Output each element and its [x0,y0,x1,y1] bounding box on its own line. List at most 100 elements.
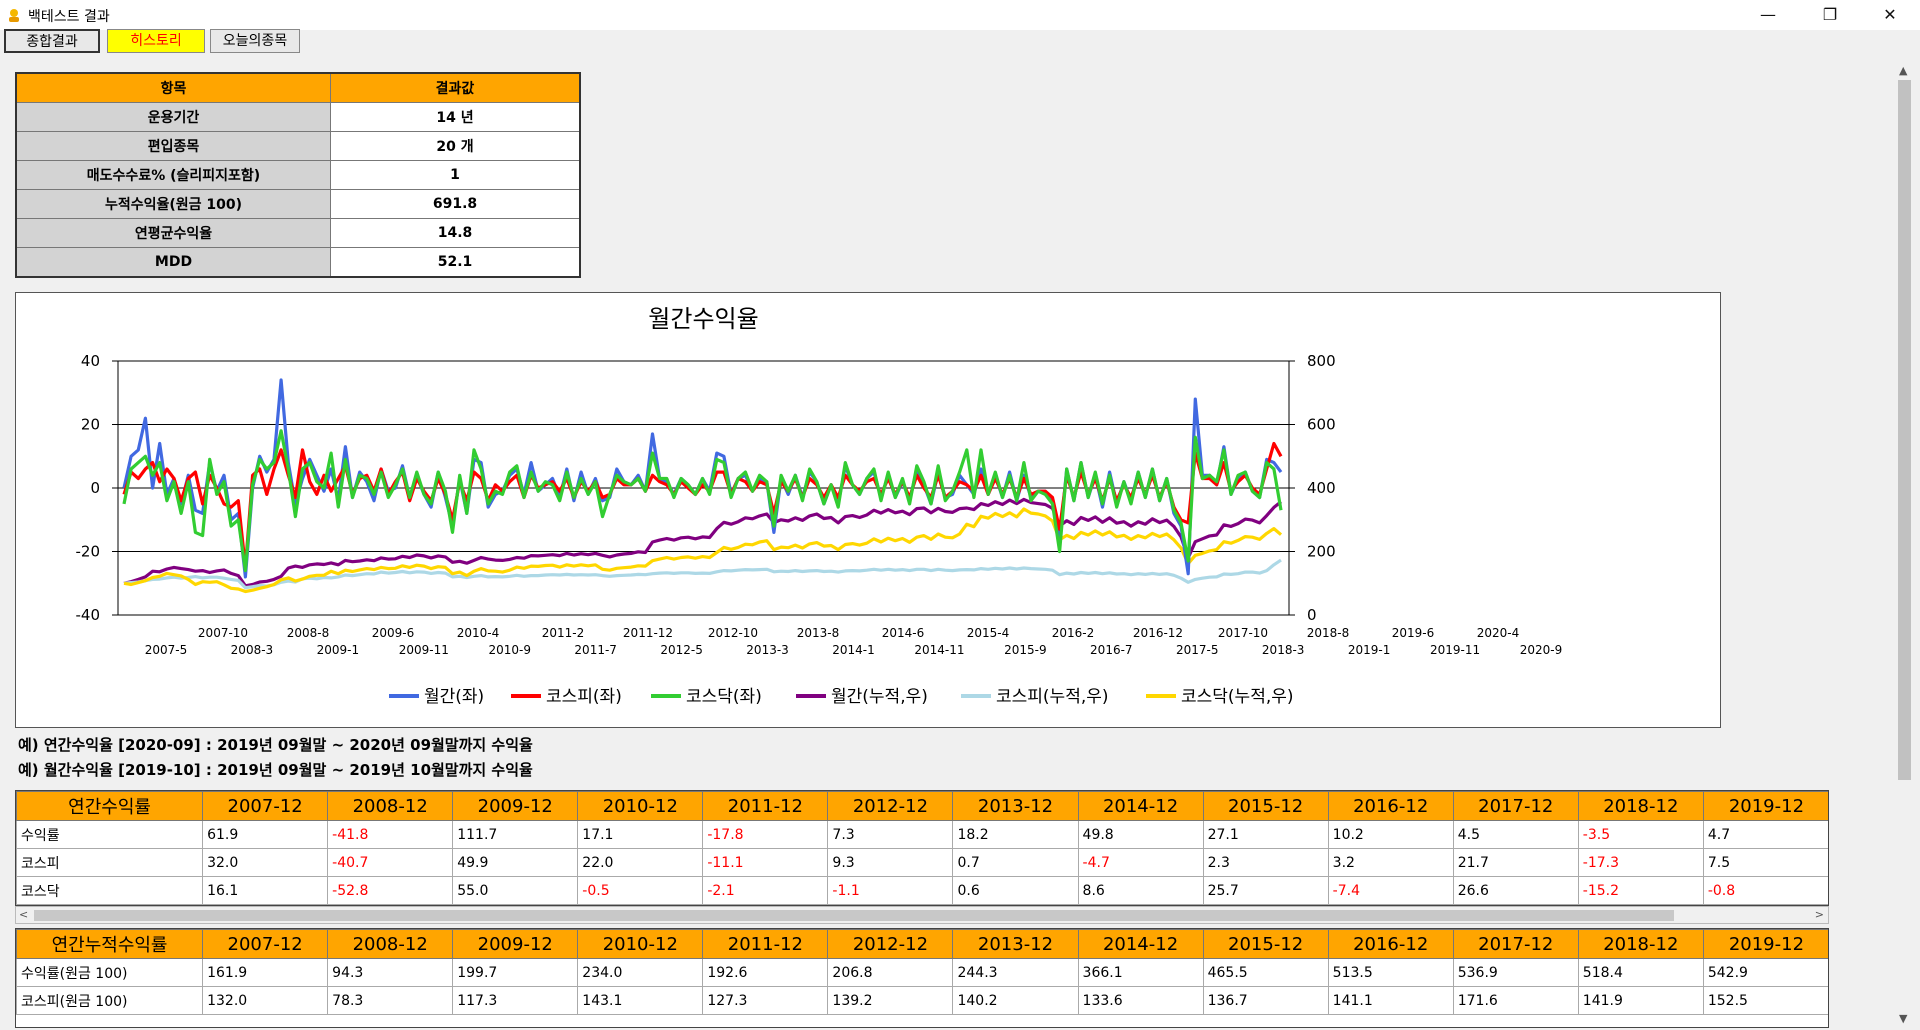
scroll-right-icon[interactable]: > [1814,908,1824,921]
horizontal-scrollbar[interactable]: < > [15,906,1829,924]
grid-cell[interactable]: 21.7 [1452,848,1579,877]
vertical-scrollbar[interactable]: ▲ ▼ [1896,62,1913,1027]
summary-value: 1 [330,160,581,190]
x-tick-label: 2012-5 [660,643,703,657]
grid-cell[interactable]: 7.5 [1702,848,1828,877]
grid-cell[interactable]: 4.5 [1452,820,1579,849]
grid-cell[interactable]: 117.3 [452,986,579,1015]
grid-cell[interactable]: 9.3 [827,848,954,877]
grid-cell[interactable]: 0.6 [952,876,1079,905]
grid-cell[interactable]: 192.6 [702,958,829,987]
grid-cell[interactable]: 136.7 [1202,986,1329,1015]
grid-cell[interactable]: 7.3 [827,820,954,849]
table-row[interactable]: 코스닥 16.1 -52.8 55.0 -0.5 -2.1 -1.1 0.6 8.6 25.7 -7… [16,876,1828,905]
row-label[interactable]: 코스피(원금 100) [16,986,204,1015]
grid-cell[interactable]: 234.0 [577,958,704,987]
grid-cell[interactable]: -41.8 [327,820,454,849]
scroll-left-icon[interactable]: < [19,908,29,921]
grid-cell[interactable]: 171.6 [1452,986,1579,1015]
grid-cell[interactable]: 465.5 [1202,958,1329,987]
grid-cell[interactable]: 133.6 [1077,986,1204,1015]
row-label[interactable]: 코스피 [16,848,204,877]
minimize-button[interactable]: — [1760,5,1776,24]
legend-label: 월간(누적,우) [831,687,928,707]
grid-cell[interactable]: -52.8 [327,876,454,905]
grid-cell[interactable]: -2.1 [702,876,829,905]
grid-cell[interactable]: 2.3 [1202,848,1329,877]
grid-cell[interactable]: 4.7 [1702,820,1828,849]
y-left-tick-label: 40 [81,352,100,370]
grid-cell[interactable]: 366.1 [1077,958,1204,987]
grid-cell[interactable]: 152.5 [1702,986,1828,1015]
grid-cell[interactable]: 18.2 [952,820,1079,849]
x-tick-label: 2020-4 [1477,626,1520,640]
grid-cell[interactable]: 3.2 [1327,848,1454,877]
table-row[interactable]: 수익률(원금 100) 161.9 94.3 199.7 234.0 192.6 206.8… [16,958,1828,987]
grid-cell[interactable]: 55.0 [452,876,579,905]
table-row[interactable]: 코스피(원금 100) 132.0 78.3 117.3 143.1 127.3 139.2… [16,986,1828,1015]
grid-cell[interactable]: 199.7 [452,958,579,987]
summary-header-value: 결과값 [330,72,581,103]
grid-cell[interactable]: 139.2 [827,986,954,1015]
close-button[interactable]: ✕ [1883,5,1897,24]
vertical-scrollbar-thumb[interactable] [1898,80,1911,780]
grid-cell[interactable]: 27.1 [1202,820,1329,849]
grid-cell[interactable]: 518.4 [1577,958,1704,987]
row-label[interactable]: 수익률 [16,820,204,849]
grid-cell[interactable]: 206.8 [827,958,954,987]
grid-cell[interactable]: -3.5 [1577,820,1704,849]
grid-cell[interactable]: -15.2 [1577,876,1704,905]
grid-cell[interactable]: -4.7 [1077,848,1204,877]
grid-cell[interactable]: -0.5 [577,876,704,905]
annual-return-grid[interactable]: 연간수익률 2007-12 2008-12 2009-12 2010-12 2011-12… [15,790,1829,906]
grid-cell[interactable]: 22.0 [577,848,704,877]
grid-cell[interactable]: 49.8 [1077,820,1204,849]
grid-cell[interactable]: 10.2 [1327,820,1454,849]
grid-cell[interactable]: 16.1 [202,876,329,905]
tab-history[interactable]: 히스토리 [107,29,205,53]
grid-cell[interactable]: 0.7 [952,848,1079,877]
grid-cell[interactable]: 78.3 [327,986,454,1015]
grid-cell[interactable]: 94.3 [327,958,454,987]
grid-cell[interactable]: 132.0 [202,986,329,1015]
scroll-down-icon[interactable]: ▼ [1899,1012,1908,1025]
grid-cell[interactable]: 542.9 [1702,958,1828,987]
grid-cell[interactable]: 8.6 [1077,876,1204,905]
grid-cell[interactable]: 143.1 [577,986,704,1015]
grid-cell[interactable]: 32.0 [202,848,329,877]
tab-summary[interactable]: 종합결과 [4,29,100,53]
grid-cell[interactable]: -7.4 [1327,876,1454,905]
y-right-tick-label: 0 [1307,606,1317,624]
maximize-button[interactable]: ❐ [1822,5,1838,24]
grid-cell[interactable]: 244.3 [952,958,1079,987]
grid-cell[interactable]: 141.9 [1577,986,1704,1015]
table-row[interactable]: 코스피 32.0 -40.7 49.9 22.0 -11.1 9.3 0.7 -4.7 2.3 3.… [16,848,1828,877]
grid-cell[interactable]: 61.9 [202,820,329,849]
row-label[interactable]: 코스닥 [16,876,204,905]
grid-cell[interactable]: -40.7 [327,848,454,877]
scroll-up-icon[interactable]: ▲ [1899,64,1908,77]
grid-cell[interactable]: 25.7 [1202,876,1329,905]
grid-cell[interactable]: -11.1 [702,848,829,877]
grid-cell[interactable]: 513.5 [1327,958,1454,987]
grid-cell[interactable]: -17.8 [702,820,829,849]
grid-cell[interactable]: 49.9 [452,848,579,877]
row-label[interactable]: 수익률(원금 100) [16,958,204,987]
grid-header-year: 2018-12 [1577,791,1704,821]
grid-cell[interactable]: -17.3 [1577,848,1704,877]
grid-cell[interactable]: -0.8 [1702,876,1828,905]
grid-cell[interactable]: -1.1 [827,876,954,905]
grid-cell[interactable]: 140.2 [952,986,1079,1015]
scrollbar-thumb[interactable] [34,910,1674,921]
grid-cell[interactable]: 17.1 [577,820,704,849]
grid-cell[interactable]: 111.7 [452,820,579,849]
grid-cell[interactable]: 26.6 [1452,876,1579,905]
grid-cell[interactable]: 141.1 [1327,986,1454,1015]
tab-today-stocks[interactable]: 오늘의종목 [210,29,300,53]
cumulative-return-grid[interactable]: 연간누적수익률 2007-12 2008-12 2009-12 2010-12 2011-… [15,928,1829,1028]
x-tick-label: 2013-3 [746,643,789,657]
grid-cell[interactable]: 161.9 [202,958,329,987]
grid-cell[interactable]: 127.3 [702,986,829,1015]
table-row[interactable]: 수익률 61.9 -41.8 111.7 17.1 -17.8 7.3 18.2 49.8 27.… [16,820,1828,849]
grid-cell[interactable]: 536.9 [1452,958,1579,987]
